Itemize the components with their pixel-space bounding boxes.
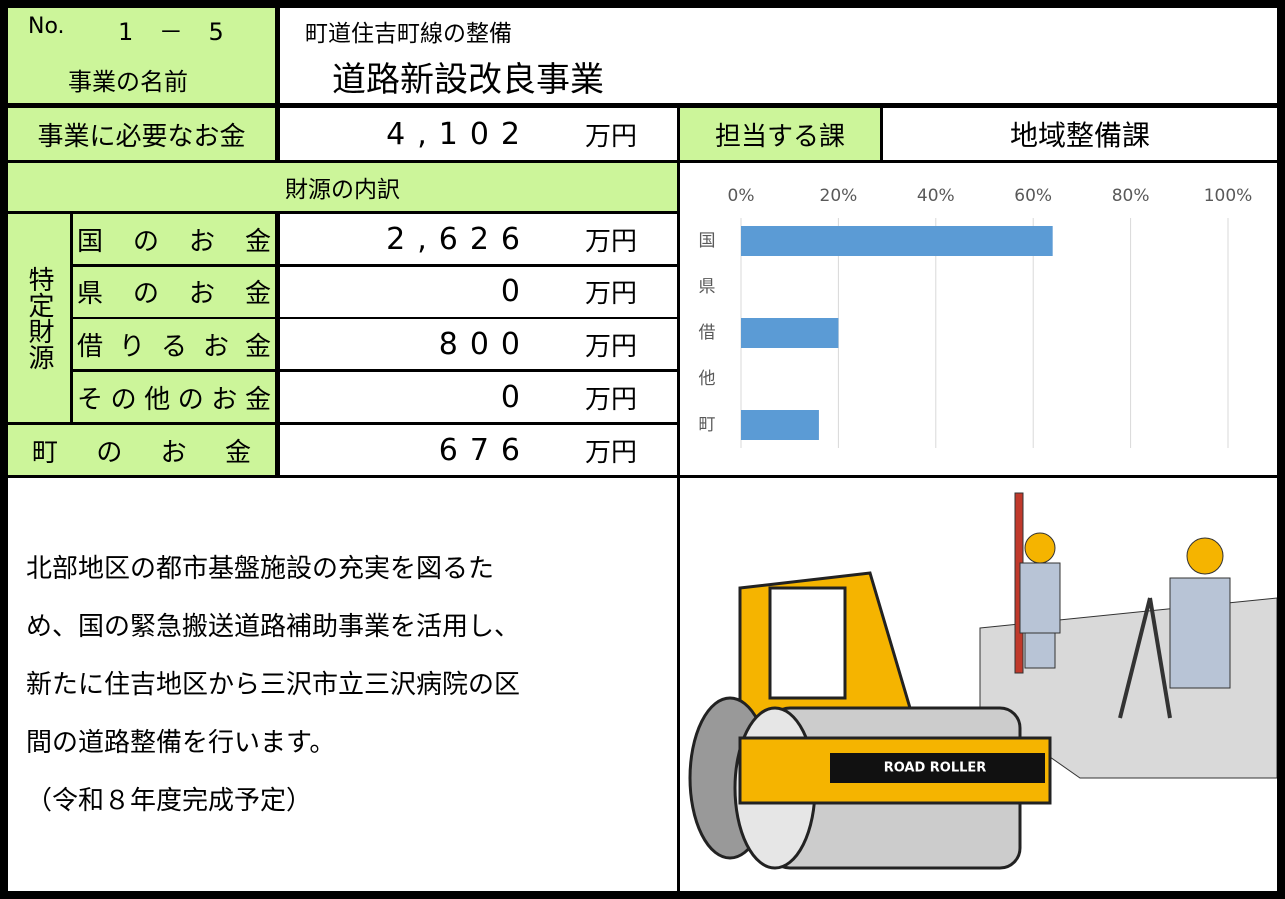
row-unit: 万円: [585, 279, 638, 310]
town-label-cell: 町のお金: [8, 425, 275, 475]
row-amount-cell: 0 万円: [280, 372, 677, 423]
town-label: 町のお金: [32, 437, 251, 468]
row-label-cell: 借りるお金: [73, 319, 275, 370]
description-line: 間の道路整備を行います。: [26, 728, 336, 758]
cost-label: 事業に必要なお金: [8, 108, 275, 160]
town-cell: 676 万円: [280, 425, 677, 475]
project-name: 道路新設改良事業: [332, 60, 604, 100]
x-tick-label: 100%: [1204, 186, 1253, 206]
name-label-cell: No. 1 － 5 事業の名前: [8, 8, 275, 103]
funding-title: 財源の内訳: [8, 163, 677, 211]
illustration-cell: ROAD ROLLER: [680, 478, 1278, 891]
bar: [741, 318, 839, 348]
row-label: 県のお金: [77, 279, 271, 310]
x-tick-label: 40%: [917, 186, 955, 206]
dept-label: 担当する課: [680, 108, 880, 160]
y-tick-label: 町: [699, 415, 716, 435]
name-cell: 町道住吉町線の整備 道路新設改良事業: [280, 8, 1277, 103]
bar: [741, 226, 1053, 256]
name-label: 事業の名前: [68, 68, 188, 96]
y-tick-label: 国: [699, 231, 716, 251]
x-tick-label: 20%: [820, 186, 858, 206]
project-subtitle: 町道住吉町線の整備: [305, 21, 512, 47]
number: 1 － 5: [118, 18, 224, 46]
town-amount: 676: [438, 432, 532, 468]
y-tick-label: 借: [699, 323, 716, 343]
row-amount-cell: 2,626 万円: [280, 214, 677, 264]
row-amount: 2,626: [386, 221, 532, 257]
description-note: （令和８年度完成予定）: [26, 786, 313, 816]
description-line: め、国の緊急搬送道路補助事業を活用し、: [26, 612, 521, 642]
bar: [741, 410, 819, 440]
row-label: その他のお金: [77, 384, 271, 415]
cost-cell: 4,102 万円: [280, 108, 677, 160]
row-amount: 800: [438, 326, 532, 362]
number-label: No.: [28, 14, 65, 39]
x-tick-label: 80%: [1112, 186, 1150, 206]
cost-amount: 4,102: [386, 116, 532, 152]
description-line: 新たに住吉地区から三沢市立三沢病院の区: [26, 670, 521, 700]
row-label-cell: その他のお金: [73, 372, 275, 423]
row-amount: 0: [500, 379, 532, 415]
description-line: 北部地区の都市基盤施設の充実を図るた: [26, 554, 495, 584]
town-unit: 万円: [585, 437, 638, 468]
row-label: 借りるお金: [77, 331, 271, 362]
row-amount-cell: 0 万円: [280, 266, 677, 317]
x-tick-label: 0%: [728, 186, 755, 206]
image-label: ROAD ROLLER: [884, 761, 987, 776]
row-label-cell: 県のお金: [73, 266, 275, 317]
y-tick-label: 他: [699, 369, 716, 389]
row-label: 国のお金: [77, 226, 271, 257]
description-cell: 北部地区の都市基盤施設の充実を図るた め、国の緊急搬送道路補助事業を活用し、 新たに…: [8, 478, 677, 891]
dept: 地域整備課: [883, 108, 1277, 160]
row-amount: 0: [500, 274, 532, 310]
row-unit: 万円: [585, 226, 638, 257]
cost-unit: 万円: [585, 121, 638, 152]
row-unit: 万円: [585, 384, 638, 415]
row-label-cell: 国のお金: [73, 214, 275, 264]
special-label: 特定財源: [8, 214, 70, 422]
x-tick-label: 60%: [1014, 186, 1052, 206]
row-unit: 万円: [585, 331, 638, 362]
y-tick-label: 県: [699, 277, 716, 297]
row-amount-cell: 800 万円: [280, 319, 677, 370]
illustration: ROAD ROLLER: [688, 492, 1278, 870]
